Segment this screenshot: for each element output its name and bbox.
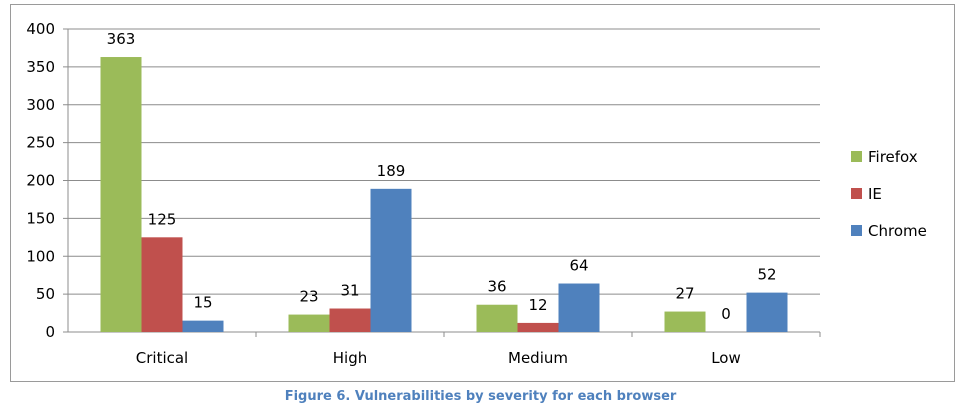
data-label: 15 (193, 294, 212, 312)
y-tick-label: 400 (26, 20, 55, 38)
bar-chrome-high (370, 188, 412, 332)
x-category-label: Critical (136, 349, 188, 367)
data-label: 36 (487, 278, 506, 296)
bar-firefox-medium (476, 304, 518, 332)
data-label: 189 (377, 162, 406, 180)
data-label: 52 (757, 266, 776, 284)
x-category-label: Low (711, 349, 741, 367)
data-label: 64 (569, 257, 588, 275)
bar-ie-high (329, 308, 371, 332)
bar-chart: 050100150200250300350400Critical36312515… (26, 20, 927, 367)
figure-caption: Figure 6. Vulnerabilities by severity fo… (284, 389, 677, 404)
bar-firefox-high (288, 314, 330, 332)
bar-ie-medium (517, 322, 559, 332)
data-label: 23 (299, 288, 318, 306)
y-tick-label: 150 (26, 209, 55, 227)
y-tick-label: 50 (36, 285, 55, 303)
data-label: 125 (148, 210, 177, 228)
bar-firefox-critical (100, 57, 142, 333)
data-label: 12 (528, 296, 547, 314)
y-tick-label: 100 (26, 247, 55, 265)
data-label: 363 (107, 30, 136, 48)
bar-firefox-low (664, 311, 706, 332)
x-category-label: Medium (508, 349, 568, 367)
y-tick-label: 0 (45, 323, 55, 341)
bar-chrome-critical (182, 320, 224, 332)
legend-label-chrome: Chrome (868, 222, 927, 240)
y-tick-label: 250 (26, 134, 55, 152)
legend-swatch-chrome (851, 225, 862, 236)
legend-label-ie: IE (868, 185, 882, 203)
legend-label-firefox: Firefox (868, 148, 918, 166)
y-tick-label: 300 (26, 96, 55, 114)
y-tick-label: 200 (26, 172, 55, 190)
legend-swatch-firefox (851, 151, 862, 162)
y-tick-label: 350 (26, 58, 55, 76)
legend-swatch-ie (851, 188, 862, 199)
x-category-label: High (333, 349, 367, 367)
bar-chrome-medium (558, 283, 600, 332)
data-label: 27 (675, 285, 694, 303)
data-label: 31 (340, 282, 359, 300)
data-label: 0 (721, 305, 731, 323)
bar-chrome-low (746, 292, 788, 332)
bar-ie-critical (141, 237, 183, 332)
